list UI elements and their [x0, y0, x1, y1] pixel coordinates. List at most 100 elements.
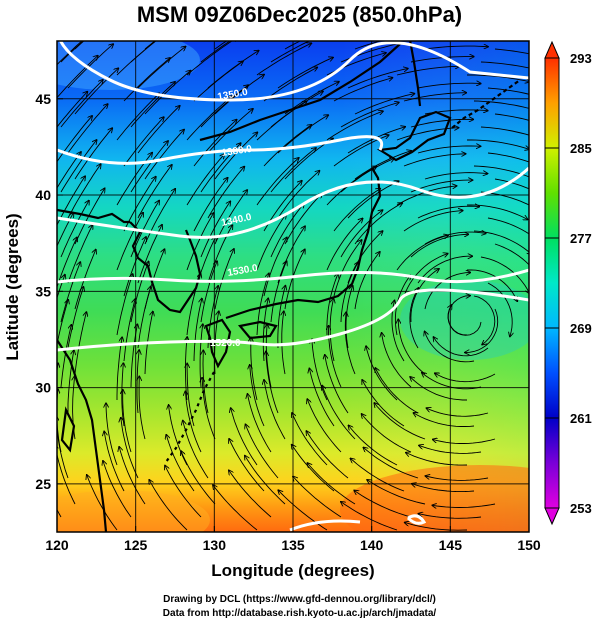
streamline — [245, 456, 286, 505]
streamline — [67, 104, 108, 154]
streamline — [116, 213, 143, 271]
streamline — [193, 299, 202, 362]
y-tick-label: 30 — [35, 380, 51, 396]
streamline — [229, 470, 272, 518]
colorbar-tick-label: 293 — [570, 51, 592, 66]
streamline — [57, 92, 87, 128]
streamline — [121, 418, 139, 479]
streamline — [60, 140, 97, 193]
streamline — [116, 93, 159, 141]
streamline — [487, 152, 529, 163]
streamline — [67, 44, 113, 89]
colorbar-ramp — [544, 57, 560, 509]
streamline — [123, 390, 132, 453]
x-tick-label: 125 — [124, 537, 148, 553]
streamline — [266, 352, 279, 414]
streamline — [494, 243, 529, 266]
streamline — [418, 514, 482, 519]
y-axis-label: Latitude (degrees) — [3, 213, 22, 360]
streamline — [434, 337, 489, 357]
streamline — [256, 273, 269, 336]
streamline — [256, 214, 286, 271]
streamline — [116, 41, 157, 76]
streamline — [354, 94, 414, 115]
streamline — [74, 312, 86, 375]
streamline — [116, 337, 122, 400]
streamline — [467, 74, 529, 82]
contour-line-2 — [57, 135, 384, 165]
streamline — [340, 210, 383, 258]
streamline — [246, 424, 279, 479]
streamline — [229, 439, 265, 492]
streamline — [374, 403, 426, 440]
streamline — [405, 523, 468, 531]
streamline — [57, 56, 98, 99]
streamline — [426, 476, 489, 481]
streamline — [104, 432, 125, 492]
streamline — [433, 439, 496, 444]
streamline — [264, 380, 286, 440]
taiwan — [60, 406, 76, 453]
streamline — [362, 380, 405, 427]
streamline — [292, 413, 328, 466]
streamline — [200, 85, 248, 128]
streamline — [398, 319, 426, 375]
streamline — [277, 58, 333, 89]
streamline — [473, 165, 529, 178]
x-tick-label: 140 — [360, 537, 384, 553]
streamline — [263, 238, 287, 297]
streamline — [214, 41, 228, 50]
colorbar-tick-label: 285 — [570, 141, 592, 156]
streamline — [435, 373, 496, 383]
streamline — [144, 71, 191, 115]
streamline — [422, 373, 482, 390]
y-tick-label: 35 — [35, 283, 51, 299]
colorbar-tick-label: 261 — [570, 411, 592, 426]
streamline — [123, 299, 135, 362]
streamline — [447, 296, 470, 336]
streamline — [186, 213, 214, 271]
streamline — [60, 41, 84, 63]
china-coastline — [57, 208, 130, 532]
streamline — [207, 109, 253, 154]
streamline — [487, 87, 529, 95]
streamline — [256, 158, 299, 206]
streamline — [341, 502, 398, 531]
streamline — [480, 191, 529, 206]
coastlines — [57, 41, 521, 532]
streamline — [424, 46, 488, 50]
streamline — [57, 213, 73, 248]
streamline — [410, 119, 473, 128]
streamline — [214, 190, 247, 245]
streamline — [277, 286, 286, 349]
streamline — [200, 324, 203, 388]
streamline — [322, 386, 356, 440]
streamline — [123, 117, 164, 167]
colorbar-min-arrow — [544, 507, 560, 526]
korea-coastline — [129, 221, 202, 314]
streamline — [307, 463, 356, 505]
streamline — [106, 403, 118, 466]
streamline — [57, 416, 69, 479]
streamline — [130, 82, 175, 128]
streamline — [473, 100, 529, 109]
streamline — [130, 201, 159, 258]
streamline — [410, 234, 468, 258]
streamline — [213, 485, 258, 531]
streamline — [354, 491, 412, 518]
streamline — [419, 445, 482, 454]
streamline — [193, 178, 228, 232]
streamline — [256, 43, 311, 76]
streamline — [103, 461, 132, 518]
streamline — [284, 41, 302, 50]
streamline — [231, 408, 258, 466]
streamline — [354, 41, 383, 50]
streamline — [214, 132, 257, 180]
streamline — [74, 128, 112, 180]
streamline — [137, 286, 151, 349]
streamline — [410, 377, 467, 401]
streamline — [185, 391, 202, 453]
streamline — [67, 350, 74, 413]
streamline — [207, 167, 244, 219]
